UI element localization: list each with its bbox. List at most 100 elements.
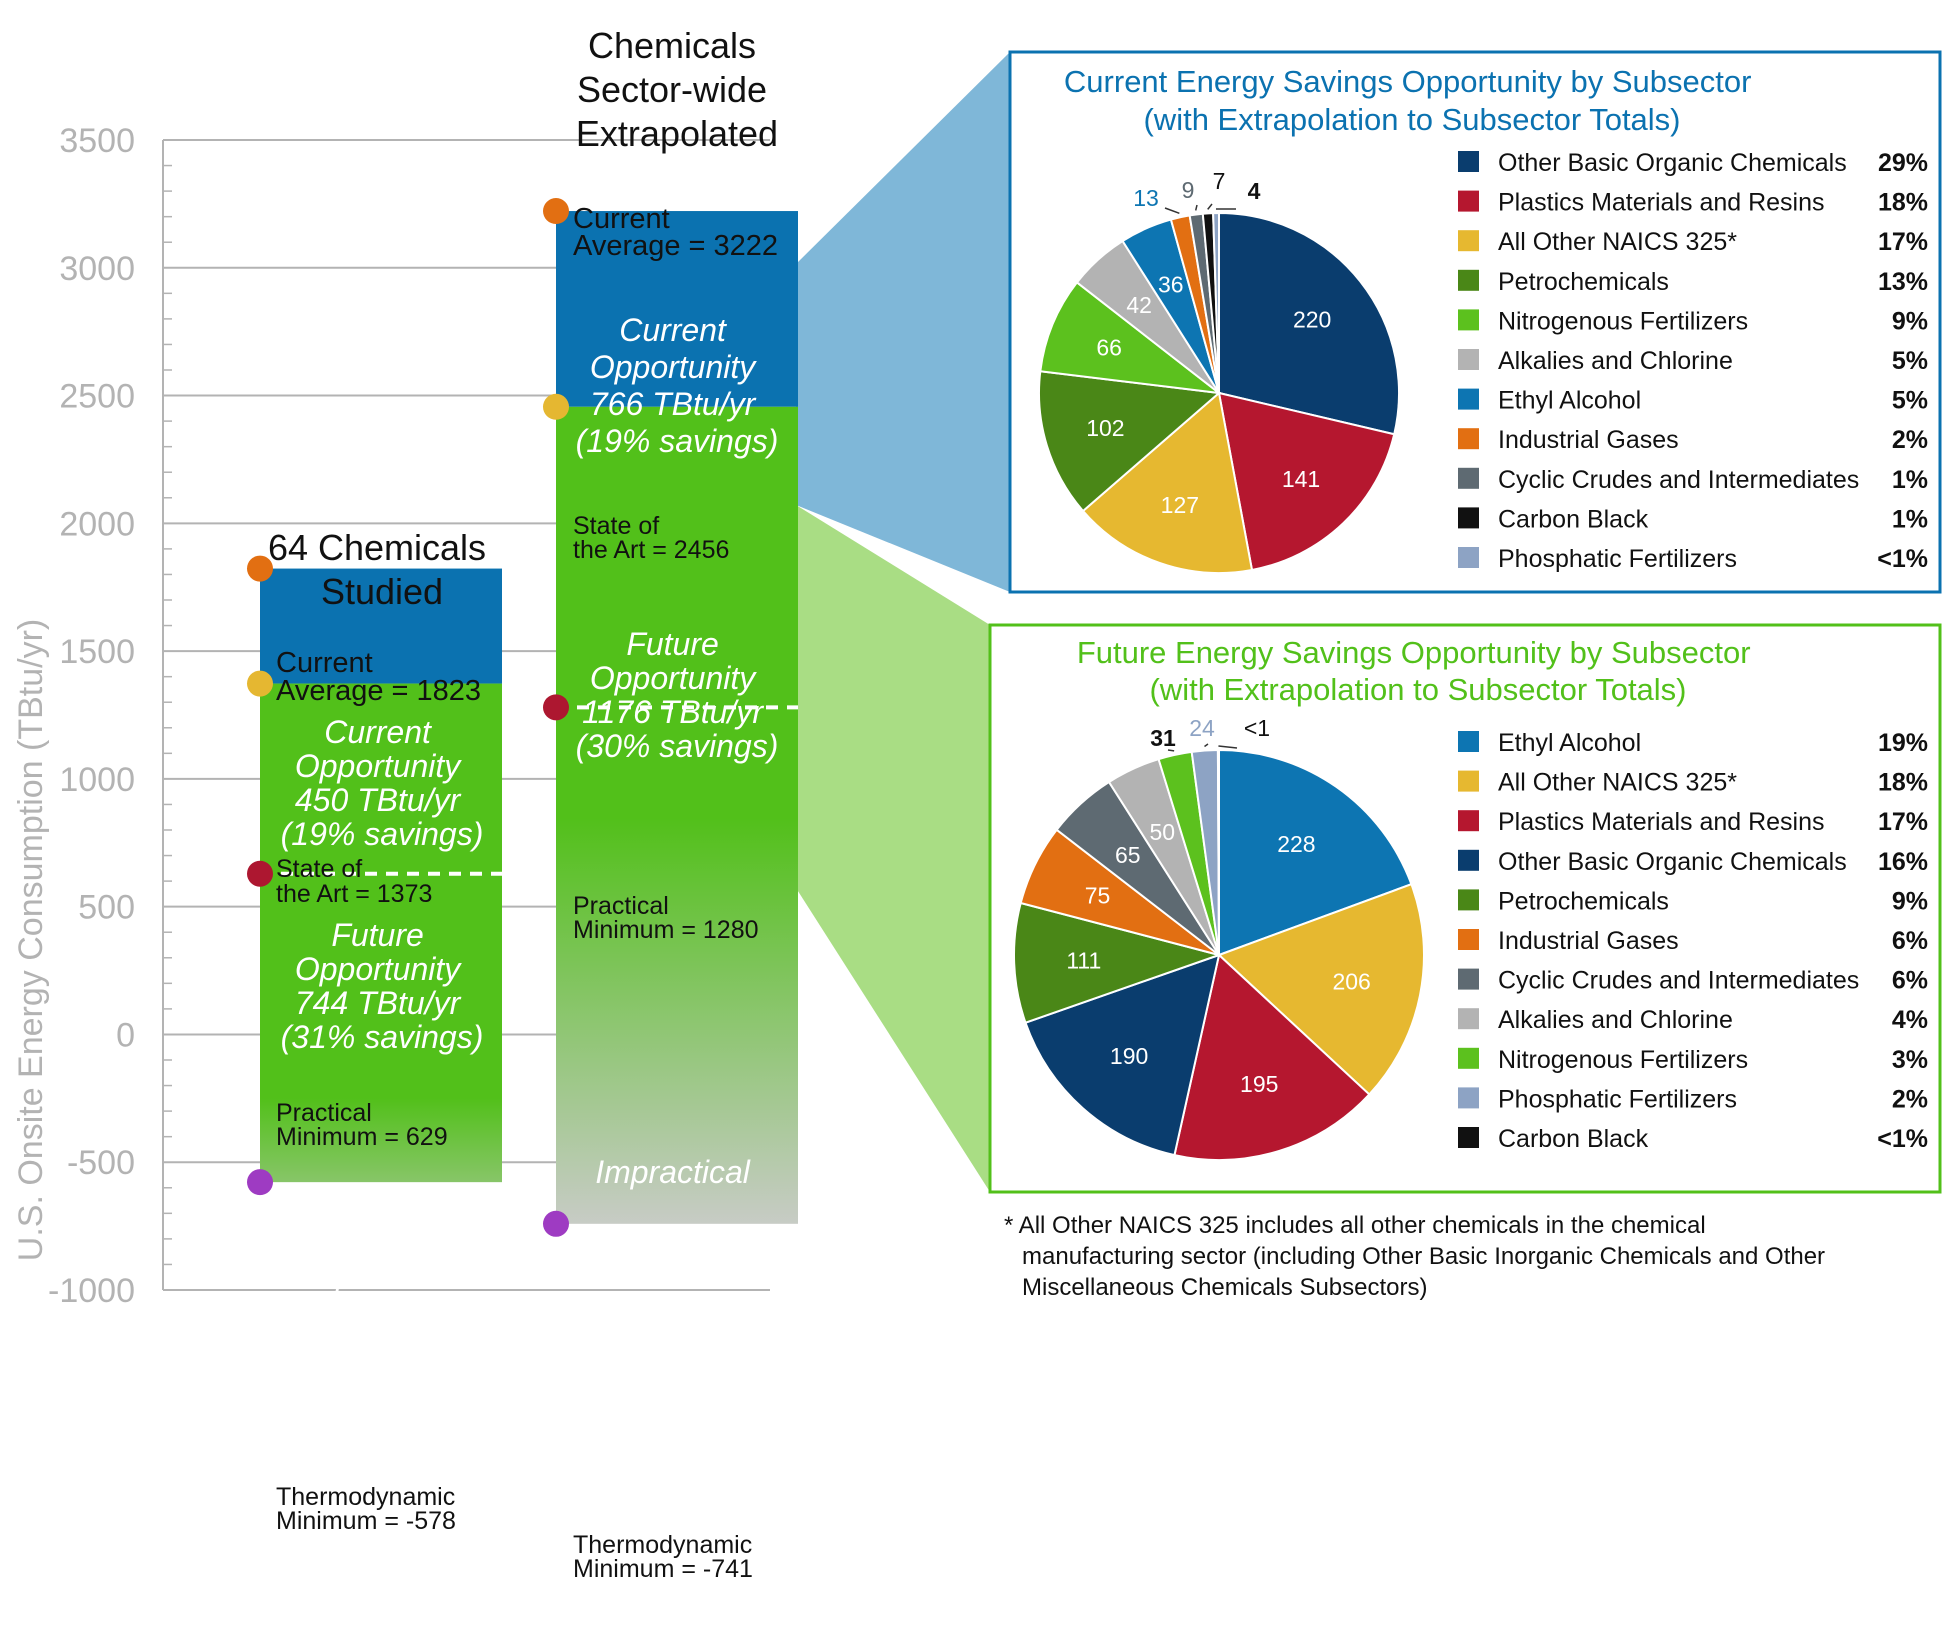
sector-practical-minimum-dot <box>543 694 569 721</box>
legend-label: Industrial Gases <box>1498 426 1679 454</box>
pie-data-label: 4 <box>1248 178 1261 204</box>
studied-practical-minimum-label: Practical Minimum = 629 <box>276 1099 448 1151</box>
legend-label: Petrochemicals <box>1498 268 1669 296</box>
pie-data-label: 127 <box>1161 492 1199 518</box>
legend-label: Carbon Black <box>1498 1125 1649 1153</box>
legend-label: Phosphatic Fertilizers <box>1498 545 1737 573</box>
sector-bar-title: Chemicals Sector-wide Extrapolated <box>576 25 778 154</box>
pie-leader-line <box>1167 749 1175 752</box>
y-axis-title: U.S. Onsite Energy Consumption (TBtu/yr) <box>12 619 50 1261</box>
legend-percent: <1% <box>1877 1125 1928 1153</box>
legend-percent: 29% <box>1878 149 1928 177</box>
legend-label: Alkalies and Chlorine <box>1498 1006 1733 1034</box>
legend-swatch <box>1458 507 1479 529</box>
bars <box>260 211 798 1224</box>
legend-swatch <box>1458 230 1479 252</box>
pie-slice <box>1212 211 1220 394</box>
legend-percent: 19% <box>1878 729 1928 757</box>
legend-label: Ethyl Alcohol <box>1498 729 1641 757</box>
legend-swatch <box>1458 731 1479 752</box>
sector-future-impractical-segment <box>556 406 798 1224</box>
legend-label: Petrochemicals <box>1498 887 1669 915</box>
sector-thermodynamic-minimum-dot <box>543 1210 569 1237</box>
pie-slice <box>1173 953 1371 1161</box>
studied-current-average-label: Current Average = 1823 <box>276 647 481 707</box>
pie-leader-line <box>1164 207 1180 215</box>
legend-swatch <box>1458 388 1479 410</box>
studied-current-average-dot <box>247 555 273 582</box>
pie-data-label: 31 <box>1150 725 1176 751</box>
legend-percent: 2% <box>1892 426 1928 454</box>
legend-swatch <box>1458 467 1479 489</box>
pie-slice <box>1037 370 1222 513</box>
pie-slice <box>1218 748 1413 957</box>
legend-swatch <box>1458 968 1479 990</box>
legend-label: All Other NAICS 325* <box>1498 228 1737 256</box>
legend-label: Cyclic Crudes and Intermediates <box>1498 466 1859 494</box>
pie-slice <box>1216 748 1220 956</box>
sector-current-average-dot <box>543 198 569 225</box>
sector-current-opportunity-label: Current Opportunity 766 TBtu/yr (19% sav… <box>576 312 779 459</box>
legend-percent: 5% <box>1892 347 1928 375</box>
current-pie-legend: Other Basic Organic Chemicals 29% Plastics… <box>1458 149 1928 573</box>
pie-data-label: 102 <box>1086 415 1124 441</box>
studied-state-of-art-dot <box>247 670 273 697</box>
pie-slice <box>1081 391 1254 574</box>
studied-current-opportunity-label: Current Opportunity 450 TBtu/yr (19% sav… <box>281 714 484 852</box>
legend-swatch <box>1458 428 1479 450</box>
pie-data-label: 42 <box>1126 292 1152 318</box>
y-axis: -1000 -500 0 500 1000 1500 2000 2500 3000 3500 <box>48 122 770 1310</box>
legend-percent: 9% <box>1892 307 1928 335</box>
sector-practical-minimum-label: Practical Minimum = 1280 <box>573 892 759 944</box>
pie-data-label: 24 <box>1189 715 1215 741</box>
pie-slice <box>1039 281 1223 395</box>
legend-swatch <box>1458 849 1479 871</box>
legend-swatch <box>1458 269 1479 291</box>
legend-swatch <box>1458 309 1479 331</box>
legend-swatch <box>1458 1008 1479 1030</box>
legend-swatch <box>1458 1127 1479 1148</box>
legend-percent: 6% <box>1892 927 1928 955</box>
legend-swatch <box>1458 349 1479 370</box>
legend-percent: 4% <box>1892 1006 1928 1034</box>
studied-thermodynamic-minimum-dot <box>247 1169 273 1196</box>
pie-leader-line <box>1194 204 1198 211</box>
pie-slice <box>1013 901 1223 1024</box>
legend-percent: 17% <box>1878 808 1928 836</box>
pie-data-label: 7 <box>1213 168 1226 194</box>
pie-data-label: <1 <box>1244 715 1270 741</box>
current-callout-wedge <box>796 52 1010 592</box>
legend-swatch <box>1458 151 1479 172</box>
legend-swatch <box>1458 547 1479 568</box>
legend-label: Cyclic Crudes and Intermediates <box>1498 967 1859 995</box>
pie-slice <box>1024 953 1221 1157</box>
current-pie-title: Current Energy Savings Opportunity by Su… <box>1064 64 1760 137</box>
y-tick-label: 2000 <box>59 505 135 543</box>
legend-swatch <box>1458 1047 1479 1069</box>
pie-data-label: 13 <box>1133 185 1159 211</box>
legend-label: All Other NAICS 325* <box>1498 769 1737 797</box>
legend-label: Nitrogenous Fertilizers <box>1498 307 1748 335</box>
studied-thermodynamic-minimum-label: Thermodynamic Minimum = -578 <box>276 1483 462 1535</box>
legend-percent: 9% <box>1892 887 1928 915</box>
y-tick-label: -1000 <box>48 1272 135 1310</box>
legend-label: Other Basic Organic Chemicals <box>1498 149 1847 177</box>
studied-current-opportunity-segment <box>260 568 502 684</box>
y-tick-label: 1000 <box>59 761 135 799</box>
future-callout-wedge <box>796 505 990 1192</box>
legend-percent: 18% <box>1878 189 1928 217</box>
legend-label: Ethyl Alcohol <box>1498 387 1641 415</box>
pie-data-label: 50 <box>1149 819 1175 845</box>
studied-future-impractical-segment <box>260 683 502 1183</box>
y-tick-label: 3500 <box>59 122 135 160</box>
pie-slice <box>1218 211 1400 436</box>
pie-leader-line <box>1207 203 1213 210</box>
legend-swatch <box>1458 190 1479 212</box>
legend-percent: 6% <box>1892 967 1928 995</box>
y-tick-label: 2500 <box>59 378 135 416</box>
studied-future-opportunity-label: Future Opportunity 744 TBtu/yr (31% savi… <box>281 917 484 1055</box>
legend-swatch <box>1458 1087 1479 1109</box>
pie-data-label: 75 <box>1085 882 1111 908</box>
